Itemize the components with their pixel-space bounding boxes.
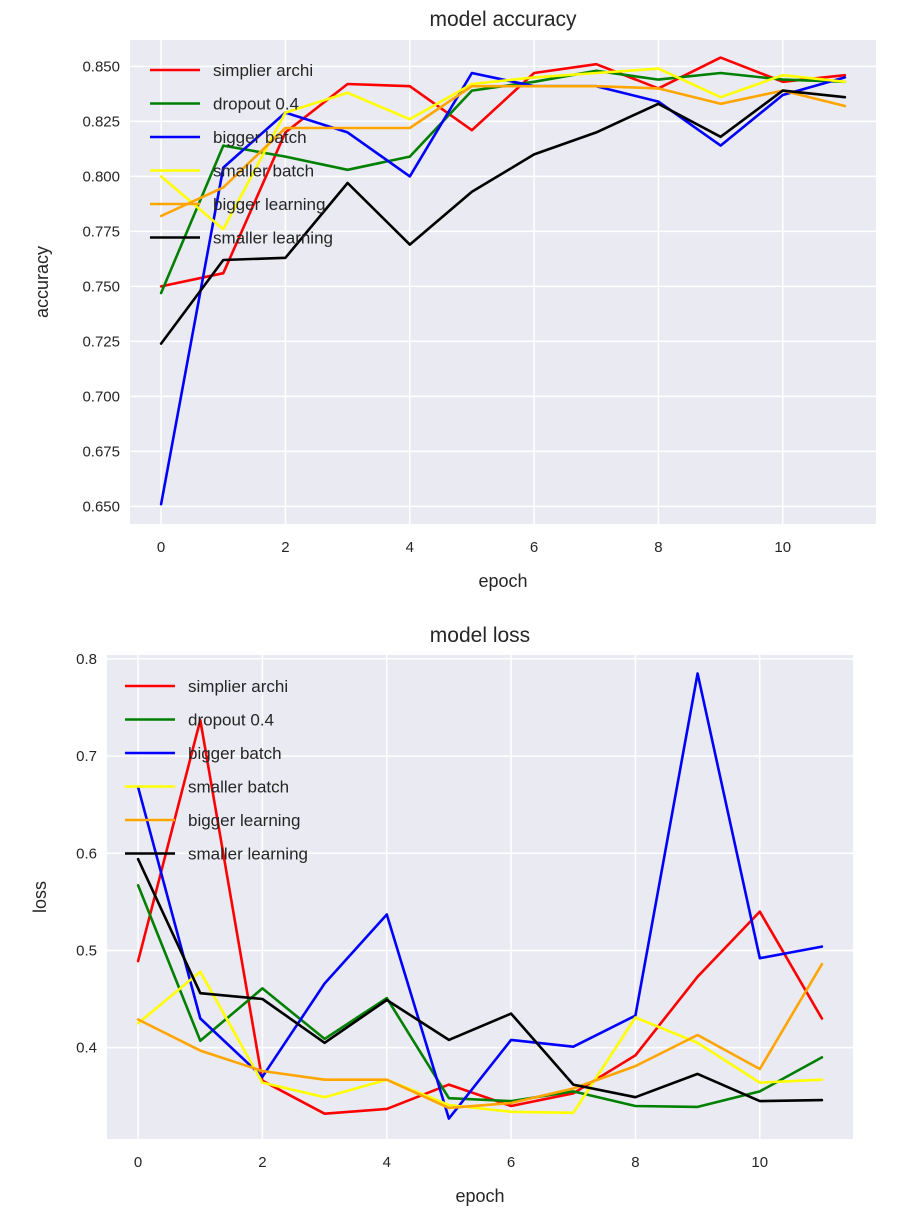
y-tick-label: 0.5 [76, 942, 97, 959]
y-tick-label: 0.775 [82, 223, 120, 240]
legend-label: simplier archi [188, 677, 288, 696]
chart-title: model loss [430, 624, 530, 647]
legend-label: smaller learning [188, 845, 308, 864]
legend-label: bigger learning [188, 811, 300, 830]
y-tick-label: 0.7 [76, 748, 97, 765]
legend-label: smaller batch [213, 162, 314, 181]
y-axis-label: accuracy [32, 246, 52, 318]
legend: simplier archi dropout 0.4 bigger batch sma… [150, 61, 333, 248]
series-line-smaller-learning [136, 857, 824, 1103]
legend: simplier archi dropout 0.4 bigger batch sma… [125, 677, 308, 864]
y-tick-label: 0.700 [82, 388, 120, 405]
y-tick-label: 0.800 [82, 168, 120, 185]
x-tick-label: 8 [654, 539, 662, 556]
legend-label: simplier archi [213, 61, 313, 80]
x-tick-label: 10 [774, 539, 791, 556]
y-axis-label: loss [30, 881, 50, 913]
x-tick-label: 10 [751, 1154, 768, 1171]
legend-label: bigger batch [213, 128, 307, 147]
legend-label: dropout 0.4 [188, 711, 274, 730]
y-tick-label: 0.8 [76, 651, 97, 668]
series-line-smaller-batch [159, 67, 847, 231]
legend-label: smaller batch [188, 778, 289, 797]
x-axis-label: epoch [478, 571, 527, 591]
x-tick-label: 4 [383, 1154, 391, 1171]
y-tick-label: 0.4 [76, 1040, 97, 1057]
y-tick-label: 0.850 [82, 58, 120, 75]
legend-label: bigger learning [213, 195, 325, 214]
chart-title: model accuracy [429, 8, 577, 31]
legend-label: smaller learning [213, 229, 333, 248]
x-tick-label: 6 [530, 539, 538, 556]
series-line-simplier-archi [136, 718, 824, 1115]
legend-label: bigger batch [188, 744, 282, 763]
y-tick-label: 0.650 [82, 498, 120, 515]
legend-label: dropout 0.4 [213, 95, 299, 114]
x-tick-label: 8 [631, 1154, 639, 1171]
y-tick-label: 0.675 [82, 443, 120, 460]
y-tick-label: 0.750 [82, 278, 120, 295]
x-tick-label: 0 [157, 539, 165, 556]
x-tick-label: 4 [406, 539, 414, 556]
series-line-smaller-learning [159, 89, 847, 345]
y-tick-label: 0.825 [82, 113, 120, 130]
x-axis-label: epoch [455, 1186, 504, 1206]
y-tick-label: 0.6 [76, 845, 97, 862]
series-line-bigger-learning [136, 962, 824, 1110]
series-line-smaller-batch [136, 970, 824, 1115]
x-tick-label: 6 [507, 1154, 515, 1171]
y-tick-label: 0.725 [82, 333, 120, 350]
x-tick-label: 2 [281, 539, 289, 556]
chart-panel-1: 0 2 4 6 8 10 0.4 0.5 0.6 0.7 0.8 model loss epoch los… [30, 624, 853, 1206]
series-line-bigger-learning [159, 84, 847, 218]
chart-panel-0: 0 2 4 6 8 10 0.650 0.675 0.700 0.725 0.750 0.775 0.8… [32, 8, 876, 591]
x-tick-label: 2 [258, 1154, 266, 1171]
x-tick-label: 0 [134, 1154, 142, 1171]
